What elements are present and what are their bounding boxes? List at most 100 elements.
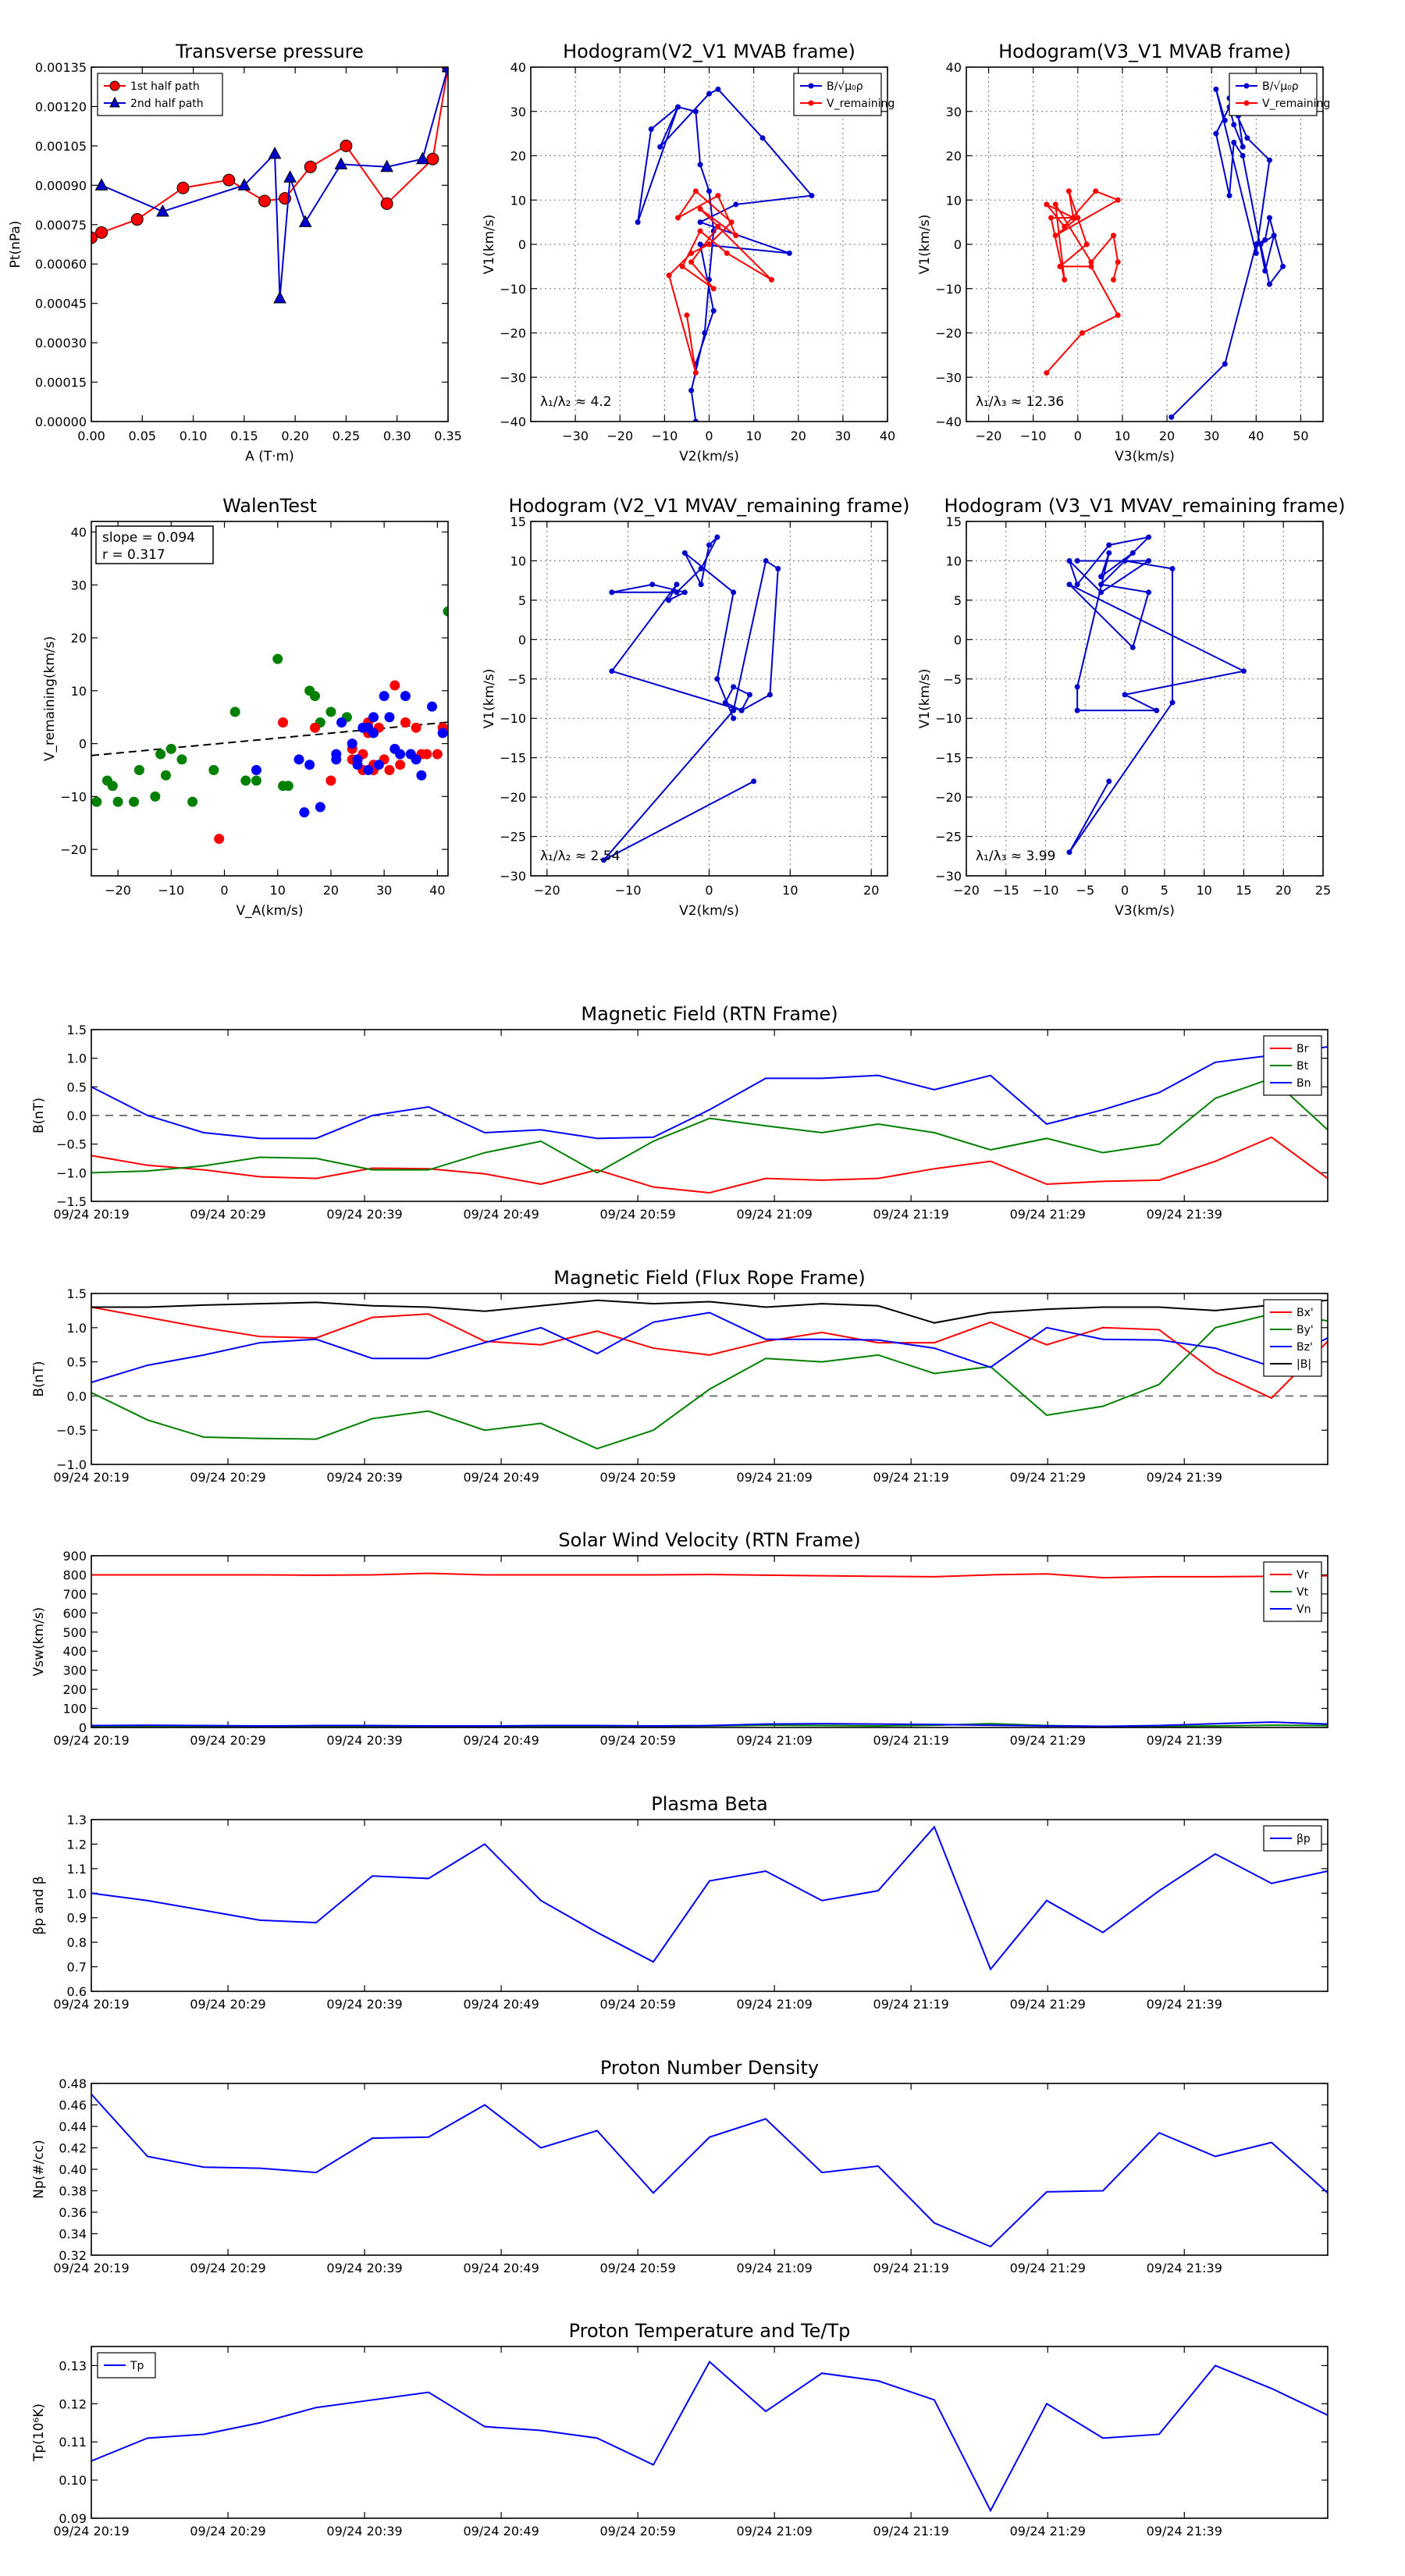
legend-label: By'	[1297, 1324, 1314, 1336]
data-point	[1057, 263, 1063, 269]
x-tick-label: 40	[1248, 429, 1264, 443]
data-point	[1106, 542, 1112, 548]
y-tick-label: 0.13	[59, 2358, 87, 2373]
y-axis-label: Vsw(km/s)	[31, 1607, 47, 1677]
scatter-point	[315, 802, 325, 813]
x-tick-label: 0.35	[434, 429, 462, 443]
data-point	[746, 692, 752, 698]
x-tick-label: 0.15	[230, 429, 258, 443]
x-tick-label: 09/24 20:49	[463, 2524, 539, 2539]
legend-marker	[1243, 100, 1250, 106]
series-line-0	[91, 2360, 1328, 2513]
chart-title: Proton Temperature and Te/Tp	[569, 2320, 851, 2342]
data-point	[710, 308, 717, 314]
plot-frame	[91, 1819, 1329, 1992]
y-tick-label: 0.00120	[35, 99, 87, 114]
data-point	[1226, 193, 1232, 199]
chart-b_rtn: Magnetic Field (RTN Frame) −1.5 −1.0 −0.5 0.…	[31, 1003, 1329, 1222]
y-tick-label: 0.00105	[35, 139, 87, 154]
y-axis-label: βp and β	[31, 1876, 47, 1934]
data-point	[441, 67, 448, 73]
y-axis-label: V1(km/s)	[917, 669, 933, 729]
scatter-point	[368, 728, 379, 738]
legend-label: B/√μ₀ρ	[827, 80, 863, 93]
plot-frame	[91, 521, 449, 877]
scatter-point	[278, 717, 289, 728]
scatter-point	[187, 796, 198, 807]
x-tick-label: 0.20	[281, 429, 309, 443]
data-point	[706, 542, 712, 548]
x-tick-label: 09/24 21:29	[1010, 1733, 1086, 1748]
data-point	[698, 582, 704, 588]
y-tick-label: −10	[935, 711, 962, 726]
chart-b_fr: Magnetic Field (Flux Rope Frame) −1.0 −0.5…	[31, 1267, 1329, 1485]
legend-label: 2nd half path	[130, 98, 204, 110]
data-point	[684, 312, 690, 318]
data-point	[666, 272, 672, 279]
series-line-0	[91, 1306, 1328, 1400]
chart-h2: Hodogram(V3_V1 MVAB frame) −40 −30 −20 −10 0 1…	[917, 41, 1330, 464]
y-tick-label: 0	[518, 632, 526, 647]
data-point	[1083, 241, 1090, 247]
chart-title: Magnetic Field (Flux Rope Frame)	[553, 1267, 865, 1289]
x-tick-label: 30	[376, 883, 392, 898]
y-tick-label: −20	[935, 326, 962, 341]
data-point	[1066, 582, 1072, 588]
y-tick-label: 200	[62, 1682, 87, 1697]
x-tick-label: 09/24 20:39	[326, 1997, 402, 2012]
data-point	[1169, 566, 1176, 572]
data-point	[698, 566, 704, 572]
y-tick-label: −0.5	[56, 1137, 87, 1152]
scatter-point	[389, 680, 400, 691]
data-point	[679, 263, 685, 269]
data-point	[1044, 201, 1050, 208]
y-axis-label: V_remaining(km/s)	[42, 636, 58, 761]
scatter-point	[395, 760, 406, 770]
data-point	[1231, 139, 1237, 145]
y-tick-label: 0.00015	[35, 375, 87, 390]
plot-area	[91, 1046, 1328, 1194]
y-tick-label: 0	[954, 632, 962, 647]
y-tick-label: 0	[79, 1720, 87, 1735]
y-tick-label: 0.00000	[35, 415, 87, 429]
legend-box	[1229, 73, 1318, 116]
data-point	[706, 241, 712, 247]
data-point	[1111, 276, 1117, 283]
data-point	[635, 219, 641, 226]
x-tick-label: 09/24 20:59	[599, 1470, 675, 1485]
scatter-point	[251, 775, 261, 786]
series-line-0	[91, 1136, 1328, 1194]
y-tick-label: 1.1	[67, 1862, 87, 1877]
data-point	[1106, 550, 1112, 556]
series-line-0	[91, 1572, 1328, 1579]
x-tick-label: 0	[1074, 429, 1082, 443]
x-tick-label: 09/24 20:49	[463, 1733, 539, 1748]
x-tick-label: 40	[880, 429, 895, 443]
y-tick-label: −1.5	[56, 1194, 87, 1209]
chart-tp: Transverse pressure 0.00000 0.00015 0.00030…	[8, 41, 462, 464]
y-tick-label: 0.09	[59, 2511, 87, 2526]
x-tick-label: 20	[323, 883, 339, 898]
x-tick-label: 0.00	[77, 429, 105, 443]
x-tick-label: 09/24 21:19	[873, 2261, 949, 2275]
y-tick-label: 0.00060	[35, 257, 87, 272]
legend: Vr Vt Vn	[1263, 1561, 1322, 1622]
legend-marker	[808, 100, 814, 106]
y-tick-label: −5	[943, 672, 962, 687]
chart-title: Hodogram (V2_V1 MVAV_remaining frame)	[508, 495, 909, 517]
x-tick-label: 09/24 20:29	[190, 1207, 265, 1222]
x-tick-label: 09/24 20:59	[599, 2261, 675, 2275]
legend-label: |B|	[1297, 1358, 1311, 1371]
y-tick-label: 40	[946, 60, 962, 75]
data-point	[675, 104, 681, 110]
y-tick-label: 10	[946, 193, 962, 208]
data-point	[1088, 263, 1094, 269]
data-point	[1075, 215, 1081, 221]
data-point	[751, 778, 757, 785]
x-tick-label: −10	[1020, 429, 1047, 443]
y-tick-label: −15	[500, 751, 526, 766]
data-point	[786, 250, 792, 256]
data-point	[733, 201, 739, 208]
scatter-point	[129, 796, 140, 807]
x-tick-label: −10	[651, 429, 678, 443]
